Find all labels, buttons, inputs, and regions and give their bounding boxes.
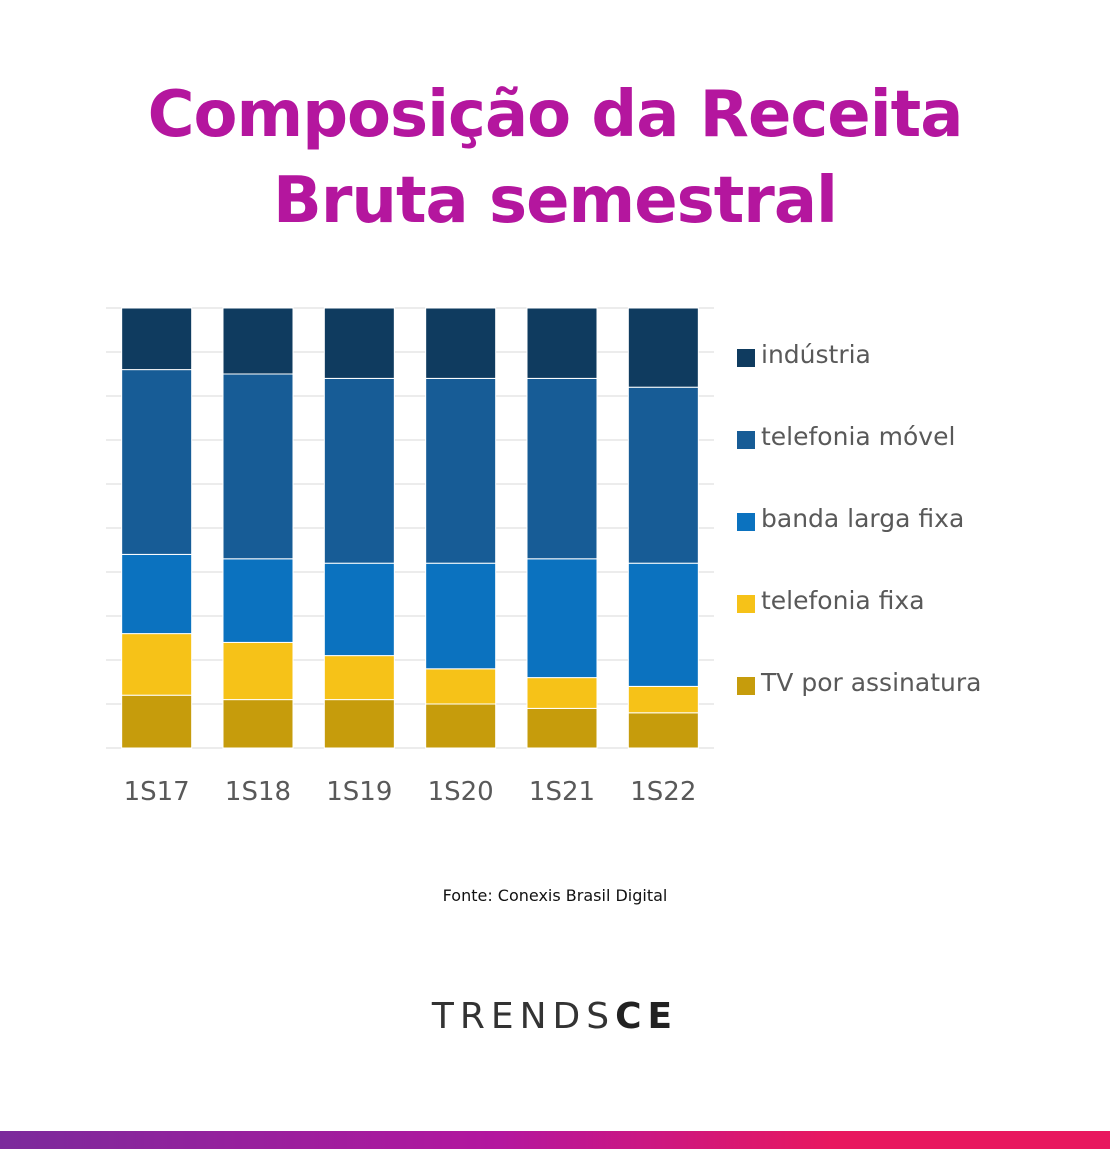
bar-segment-1S17-1 bbox=[121, 633, 193, 696]
bar-segment-1S17-0 bbox=[121, 694, 193, 749]
chart-legend: indústria telefonia móvel banda larga fixa… bbox=[737, 340, 1037, 750]
bar-segment-1S19-0 bbox=[323, 699, 395, 749]
legend-swatch bbox=[737, 431, 755, 449]
bar-segment-1S22-4 bbox=[627, 307, 699, 388]
bar-segment-1S21-0 bbox=[526, 707, 598, 749]
chart-title: Composição da Receita Bruta semestral bbox=[0, 72, 1110, 244]
bar-segment-1S20-2 bbox=[425, 562, 497, 670]
bar-segment-1S17-4 bbox=[121, 307, 193, 371]
brand-logo-part-2: CE bbox=[615, 996, 679, 1037]
chart-svg: 1S17 1S18 1S19 1S20 1S21 1S22 bbox=[106, 307, 714, 807]
x-tick-label: 1S18 bbox=[225, 777, 291, 807]
legend-item: indústria bbox=[737, 340, 1037, 422]
x-tick-label: 1S20 bbox=[428, 777, 494, 807]
bar-segment-1S22-1 bbox=[627, 685, 699, 714]
bar-segment-1S20-4 bbox=[425, 307, 497, 379]
bar-segment-1S17-3 bbox=[121, 369, 193, 555]
bar-segment-1S18-0 bbox=[222, 699, 294, 749]
legend-swatch bbox=[737, 513, 755, 531]
bar-segment-1S19-4 bbox=[323, 307, 395, 379]
brand-logo-part-1: TRENDS bbox=[431, 996, 616, 1037]
legend-label: indústria bbox=[761, 340, 871, 369]
x-tick-label: 1S21 bbox=[529, 777, 595, 807]
legend-item: banda larga fixa bbox=[737, 504, 1037, 586]
bar-segment-1S21-1 bbox=[526, 677, 598, 709]
title-line-1: Composição da Receita bbox=[147, 78, 964, 152]
x-tick-label: 1S22 bbox=[630, 777, 696, 807]
legend-label: telefonia fixa bbox=[761, 586, 925, 615]
legend-item: TV por assinatura bbox=[737, 668, 1037, 750]
bar-segment-1S20-3 bbox=[425, 377, 497, 564]
bar-segment-1S21-3 bbox=[526, 377, 598, 560]
bar-segment-1S18-4 bbox=[222, 307, 294, 375]
legend-swatch bbox=[737, 349, 755, 367]
bar-segment-1S18-1 bbox=[222, 641, 294, 701]
brand-logo: TRENDSCE bbox=[0, 996, 1110, 1037]
bar-segment-1S21-4 bbox=[526, 307, 598, 379]
legend-label: telefonia móvel bbox=[761, 422, 956, 451]
x-tick-label: 1S17 bbox=[124, 777, 190, 807]
bar-segment-1S18-2 bbox=[222, 558, 294, 643]
bar-segment-1S22-2 bbox=[627, 562, 699, 687]
x-tick-label: 1S19 bbox=[326, 777, 392, 807]
legend-swatch bbox=[737, 677, 755, 695]
stacked-bar-chart: 1S17 1S18 1S19 1S20 1S21 1S22 bbox=[80, 290, 1000, 820]
legend-item: telefonia fixa bbox=[737, 586, 1037, 668]
bar-segment-1S20-1 bbox=[425, 668, 497, 705]
legend-label: TV por assinatura bbox=[761, 668, 982, 697]
bar-segment-1S20-0 bbox=[425, 703, 497, 749]
bar-segment-1S18-3 bbox=[222, 373, 294, 560]
source-note: Fonte: Conexis Brasil Digital bbox=[442, 886, 668, 905]
legend-item: telefonia móvel bbox=[737, 422, 1037, 504]
bottom-gradient-bar bbox=[0, 1131, 1110, 1149]
bar-segment-1S17-2 bbox=[121, 553, 193, 635]
legend-swatch bbox=[737, 595, 755, 613]
legend-label: banda larga fixa bbox=[761, 504, 965, 533]
bar-segment-1S19-3 bbox=[323, 377, 395, 564]
bar-segment-1S19-1 bbox=[323, 655, 395, 701]
bar-segment-1S22-3 bbox=[627, 386, 699, 564]
title-line-2: Bruta semestral bbox=[273, 164, 838, 238]
bar-segment-1S19-2 bbox=[323, 562, 395, 657]
bar-segment-1S22-0 bbox=[627, 712, 699, 749]
bar-segment-1S21-2 bbox=[526, 558, 598, 679]
